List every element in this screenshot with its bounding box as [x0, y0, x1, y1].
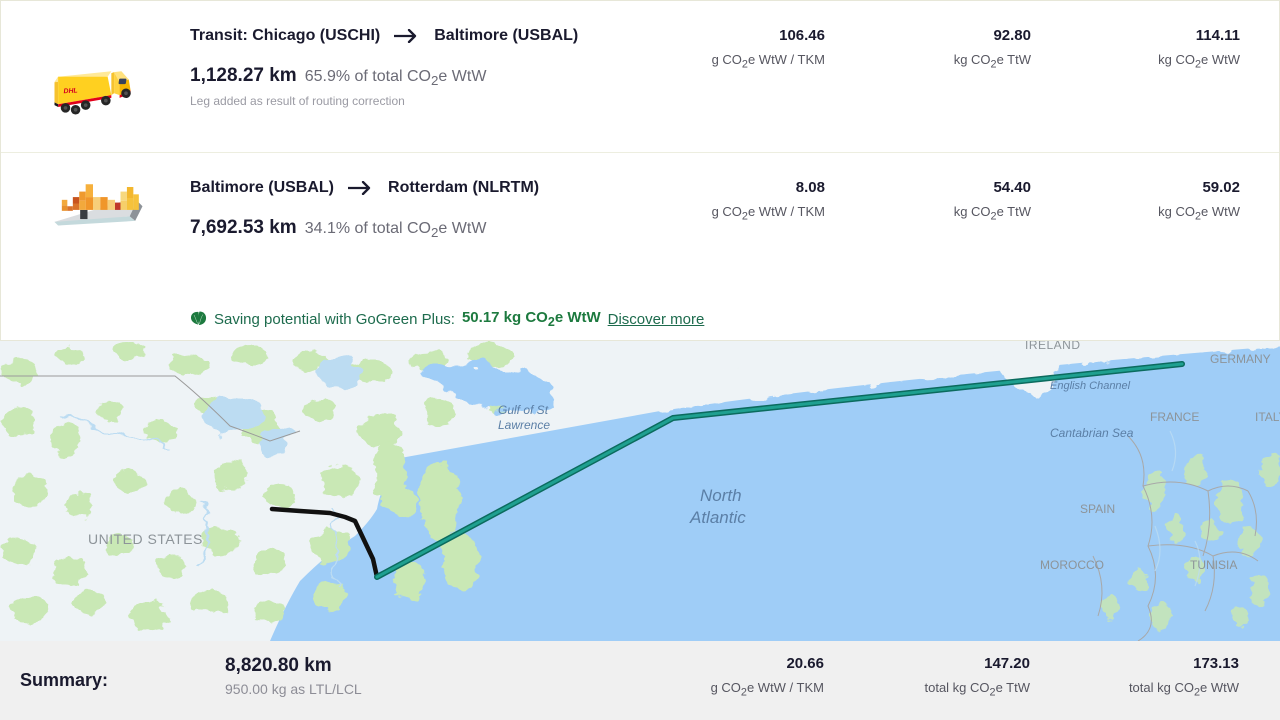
svg-text:GERMANY: GERMANY — [1210, 352, 1271, 366]
svg-text:FRANCE: FRANCE — [1150, 410, 1199, 424]
svg-text:IRELAND: IRELAND — [1025, 341, 1081, 352]
svg-text:DHL: DHL — [63, 88, 77, 96]
svg-text:SPAIN: SPAIN — [1080, 502, 1115, 516]
svg-text:MOROCCO: MOROCCO — [1040, 558, 1104, 572]
svg-text:Gulf of St: Gulf of St — [498, 403, 549, 417]
svg-text:ITALY: ITALY — [1255, 410, 1280, 424]
svg-text:UNITED STATES: UNITED STATES — [88, 531, 203, 547]
svg-text:North: North — [700, 486, 742, 505]
svg-text:English Channel: English Channel — [1050, 380, 1131, 392]
svg-text:Cantabrian Sea: Cantabrian Sea — [1050, 426, 1134, 440]
svg-text:Atlantic: Atlantic — [689, 508, 746, 527]
svg-text:TUNISIA: TUNISIA — [1190, 558, 1237, 572]
svg-text:Lawrence: Lawrence — [498, 418, 550, 432]
